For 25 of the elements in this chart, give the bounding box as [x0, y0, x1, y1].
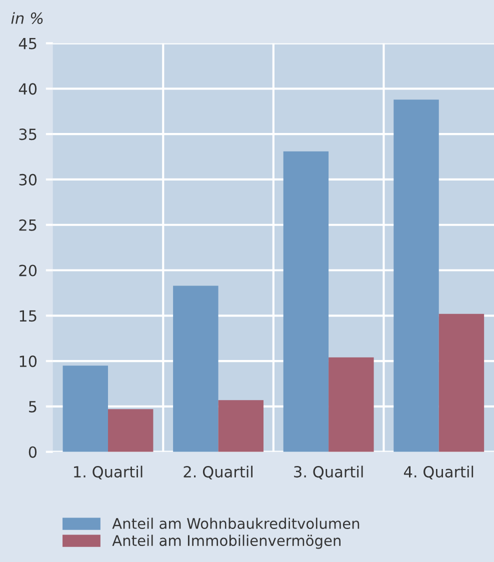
y-tick-label: 35	[19, 128, 36, 140]
y-tick-label: 5	[29, 401, 36, 412]
bar	[218, 400, 264, 452]
bar	[328, 357, 374, 452]
x-tick-label: 3. Quartil	[294, 466, 363, 480]
bar	[62, 366, 108, 452]
bar	[438, 314, 484, 452]
y-tick-label: 20	[19, 264, 37, 276]
x-tick-label: 4. Quartil	[404, 466, 474, 480]
bar	[108, 409, 154, 452]
y-tick-label: 0	[28, 446, 37, 458]
y-tick-label: 25	[19, 219, 36, 231]
y-tick-label: 45	[18, 38, 36, 50]
legend-label: Anteil am Wohnbaukreditvolumen	[112, 518, 360, 530]
x-tick-label: 1. Quartil	[74, 466, 142, 480]
y-axis-title: in %	[11, 12, 43, 24]
bar	[394, 100, 439, 452]
bar	[173, 286, 218, 452]
x-tick-label: 2. Quartil	[184, 466, 252, 480]
y-tick-label: 40	[18, 83, 37, 95]
y-tick-label: 30	[19, 174, 37, 186]
legend-label: Anteil am Immobilienvermögen	[112, 534, 340, 549]
bar	[283, 151, 329, 452]
y-tick-label: 15	[20, 310, 36, 322]
y-tick-label: 10	[20, 356, 37, 368]
